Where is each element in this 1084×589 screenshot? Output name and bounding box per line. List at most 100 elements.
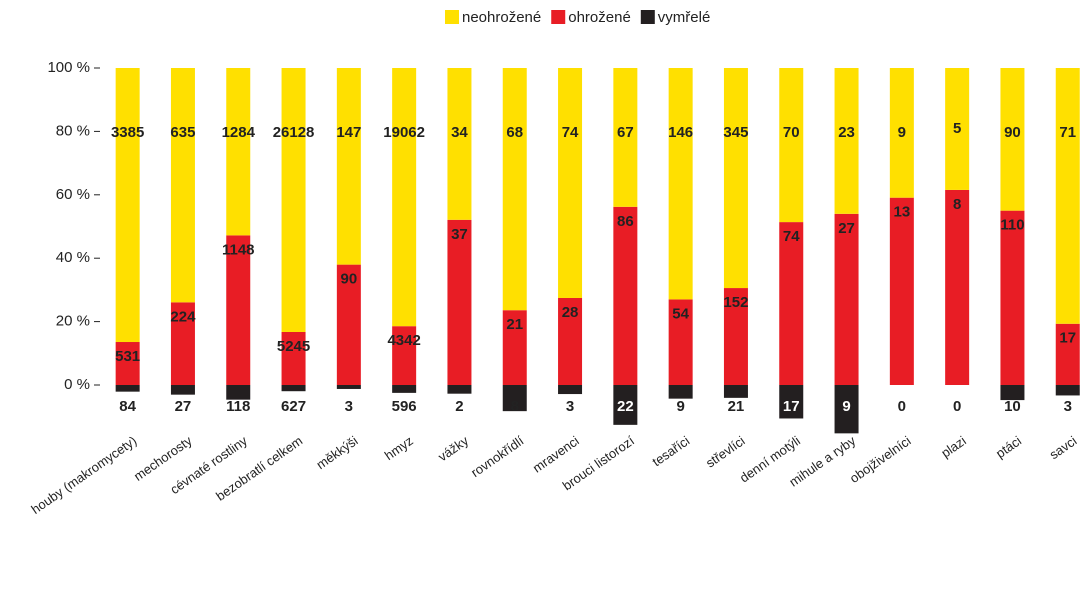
data-label: 34 bbox=[451, 124, 468, 141]
bar-segment bbox=[723, 68, 748, 289]
data-label: 28 bbox=[562, 304, 579, 321]
bar-segment bbox=[1055, 68, 1080, 324]
data-label: 1284 bbox=[222, 124, 256, 141]
legend-label: neohrožené bbox=[462, 9, 541, 26]
bar-segment bbox=[889, 197, 914, 385]
bar-segment bbox=[1000, 385, 1025, 401]
x-tick-label: hmyz bbox=[382, 433, 416, 463]
bar-segment bbox=[392, 326, 417, 385]
legend-swatch bbox=[551, 10, 566, 24]
data-label: 345 bbox=[723, 124, 748, 141]
bar-segment bbox=[226, 235, 251, 385]
bar-segment bbox=[226, 68, 251, 236]
y-tick-label: 60 % bbox=[56, 186, 90, 203]
bar-segment bbox=[613, 206, 638, 385]
bar-segment bbox=[1000, 210, 1025, 385]
bar-segment bbox=[502, 68, 527, 311]
data-label: 3385 bbox=[111, 124, 144, 141]
bar-segment bbox=[502, 385, 527, 412]
data-label: 90 bbox=[1004, 124, 1021, 141]
data-label: 224 bbox=[170, 308, 196, 325]
bar-segment bbox=[945, 68, 970, 190]
data-label: 4342 bbox=[387, 332, 420, 349]
data-label: 23 bbox=[838, 124, 855, 141]
bar-segment bbox=[779, 222, 804, 385]
data-label: 86 bbox=[617, 213, 634, 230]
data-label: 596 bbox=[392, 398, 417, 415]
bar-segment bbox=[945, 189, 970, 385]
bar-segment bbox=[558, 385, 583, 395]
x-tick-label: savci bbox=[1047, 433, 1080, 462]
data-label: 17 bbox=[783, 398, 800, 415]
x-tick-label: obojživelníci bbox=[847, 433, 914, 486]
bar-segment bbox=[281, 385, 306, 392]
y-tick-label: 0 % bbox=[64, 376, 90, 393]
data-label: 8 bbox=[511, 398, 519, 415]
data-label: 1148 bbox=[222, 241, 255, 258]
data-label: 9 bbox=[898, 124, 906, 141]
bar-segment bbox=[447, 68, 472, 220]
data-label: 152 bbox=[723, 294, 748, 311]
bar-segment bbox=[668, 299, 693, 385]
bar-segment bbox=[613, 385, 638, 425]
x-tick-label: ptáci bbox=[993, 433, 1024, 461]
legend-label: ohrožené bbox=[568, 9, 631, 26]
data-label: 110 bbox=[1000, 217, 1024, 234]
bar-segment bbox=[115, 68, 140, 343]
bar-segment bbox=[281, 68, 306, 333]
y-tick-label: 40 % bbox=[56, 249, 90, 266]
bar-segment bbox=[834, 68, 859, 214]
y-tick-label: 100 % bbox=[47, 59, 90, 76]
bar-segment bbox=[447, 219, 472, 385]
bar-segment bbox=[336, 264, 361, 385]
bar-segment bbox=[170, 385, 195, 395]
data-label: 54 bbox=[672, 305, 689, 322]
legend-swatch bbox=[640, 10, 655, 24]
bar-segment bbox=[668, 68, 693, 300]
data-label: 84 bbox=[119, 398, 136, 415]
data-label: 21 bbox=[506, 316, 523, 333]
bar-segment bbox=[336, 385, 361, 389]
data-label: 3 bbox=[566, 398, 574, 415]
x-tick-label: měkkýši bbox=[313, 433, 360, 472]
data-label: 90 bbox=[341, 271, 358, 288]
data-label: 68 bbox=[506, 124, 523, 141]
data-label: 118 bbox=[226, 398, 250, 415]
data-label: 627 bbox=[281, 398, 306, 415]
data-label: 147 bbox=[336, 124, 361, 141]
data-label: 10 bbox=[1004, 398, 1021, 415]
data-label: 146 bbox=[668, 124, 693, 141]
bar-segment bbox=[447, 385, 472, 394]
data-label: 17 bbox=[1059, 330, 1076, 347]
bar-segment bbox=[558, 68, 583, 298]
data-label: 67 bbox=[617, 124, 634, 141]
x-tick-label: tesaříci bbox=[649, 433, 692, 469]
bar-segment bbox=[834, 213, 859, 385]
data-label: 635 bbox=[170, 124, 195, 141]
x-tick-label: rovnokřídlí bbox=[468, 433, 527, 480]
data-label: 74 bbox=[562, 124, 579, 141]
bar-segment bbox=[170, 68, 195, 303]
data-label: 9 bbox=[676, 398, 684, 415]
bar-segment bbox=[502, 310, 527, 385]
data-label: 70 bbox=[783, 124, 800, 141]
bar-segment bbox=[723, 288, 748, 385]
data-label: 3 bbox=[1064, 398, 1072, 415]
bar-segment bbox=[779, 385, 804, 419]
data-label: 27 bbox=[838, 220, 855, 237]
bar-segment bbox=[1055, 385, 1080, 396]
data-label: 0 bbox=[953, 398, 961, 415]
bar-segment bbox=[779, 68, 804, 223]
data-label: 22 bbox=[617, 398, 634, 415]
data-label: 13 bbox=[894, 204, 911, 221]
bar-segment bbox=[1055, 323, 1080, 385]
bar-segment bbox=[613, 68, 638, 207]
x-tick-label: vážky bbox=[435, 433, 471, 465]
data-label: 27 bbox=[175, 398, 192, 415]
data-label: 531 bbox=[115, 348, 140, 365]
data-label: 71 bbox=[1059, 124, 1076, 141]
bar-segment bbox=[723, 385, 748, 398]
x-tick-label: mravenci bbox=[530, 433, 582, 476]
bar-segment bbox=[170, 302, 195, 385]
